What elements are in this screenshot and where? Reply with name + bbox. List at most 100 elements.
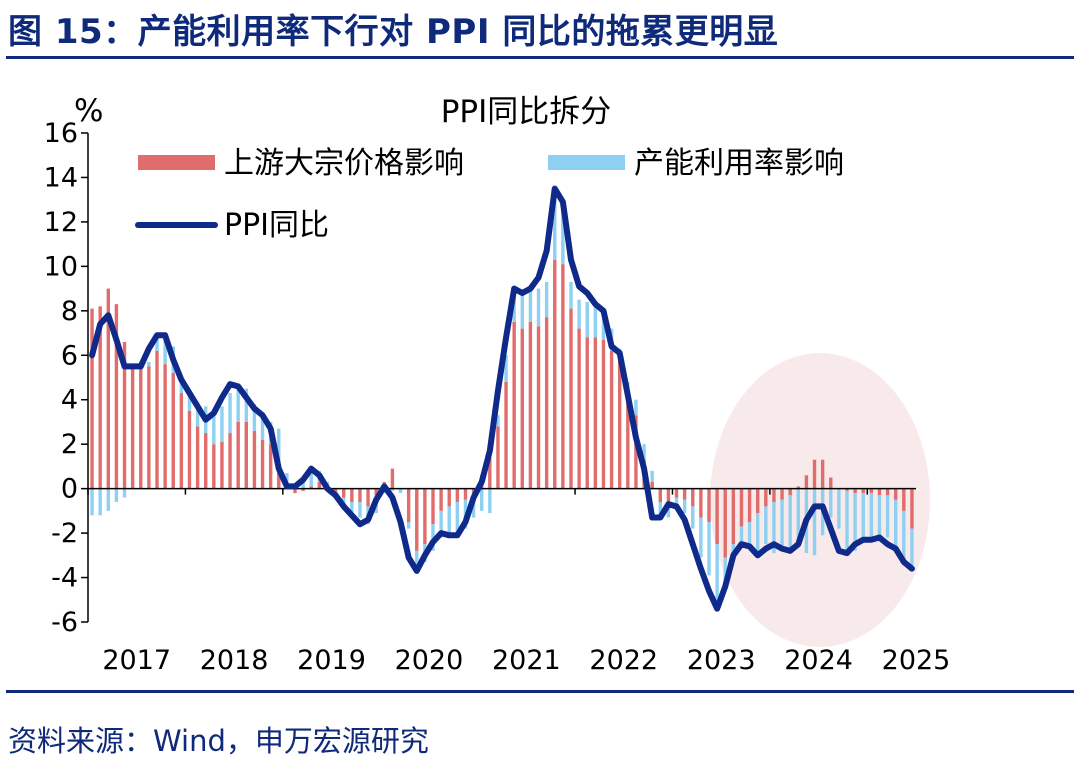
bar-capacity	[707, 521, 711, 576]
bar-upstream	[439, 488, 443, 511]
bar-upstream	[204, 433, 208, 489]
bar-upstream	[626, 395, 630, 489]
bar-capacity	[788, 495, 792, 549]
bar-upstream	[98, 306, 102, 489]
bar-upstream	[666, 488, 671, 507]
bar-upstream	[220, 441, 224, 489]
bar-capacity	[902, 510, 906, 562]
x-tick-label: 2020	[395, 645, 464, 676]
y-tick-label: 4	[61, 385, 78, 416]
legend-label-upstream: 上游大宗价格影响	[224, 146, 464, 181]
bar-upstream	[910, 488, 914, 529]
y-tick-label: 6	[61, 340, 78, 371]
bar-upstream	[317, 481, 322, 489]
x-tick-label: 2018	[200, 645, 269, 676]
bar-capacity	[715, 544, 719, 609]
bar-upstream	[731, 488, 736, 545]
source-note: 资料来源：Wind，申万宏源研究	[8, 724, 429, 758]
bar-upstream	[528, 321, 533, 489]
bar-upstream	[553, 259, 557, 489]
bar-capacity	[520, 293, 524, 329]
bar-capacity	[894, 499, 898, 549]
bar-capacity	[812, 488, 817, 556]
bar-upstream	[764, 488, 768, 507]
bar-upstream	[820, 459, 825, 489]
bar-upstream	[212, 444, 216, 489]
y-tick-label: -2	[51, 518, 78, 549]
bar-upstream	[536, 326, 541, 489]
bar-upstream	[260, 439, 265, 489]
bar-upstream	[139, 368, 143, 489]
bar-upstream	[228, 433, 232, 489]
bar-upstream	[293, 488, 297, 494]
bar-capacity	[772, 501, 776, 554]
bar-capacity	[504, 355, 508, 382]
bar-upstream	[512, 321, 516, 489]
bar-capacity	[163, 333, 167, 365]
bar-upstream	[577, 328, 581, 489]
bar-upstream	[130, 368, 135, 489]
bar-upstream	[431, 488, 435, 525]
y-axis-unit: %	[74, 93, 103, 129]
bar-capacity	[569, 281, 573, 309]
bar-capacity	[796, 488, 800, 547]
bar-upstream	[723, 488, 727, 558]
bar-capacity	[106, 488, 110, 511]
bar-upstream	[601, 339, 606, 489]
bar-capacity	[390, 488, 395, 491]
bar-upstream	[788, 488, 792, 496]
bar-upstream	[520, 328, 524, 489]
bar-capacity	[228, 393, 232, 434]
bar-capacity	[553, 188, 557, 260]
y-tick-label: 8	[61, 296, 78, 327]
bar-upstream	[845, 488, 849, 491]
bar-capacity	[829, 488, 833, 518]
bar-upstream	[244, 421, 248, 489]
bar-upstream	[90, 308, 94, 489]
bar-capacity	[780, 499, 784, 549]
legend-swatch-capacity	[548, 155, 625, 170]
bar-capacity	[398, 488, 403, 494]
bar-capacity	[756, 513, 760, 556]
bar-upstream	[423, 488, 427, 545]
bar-capacity	[212, 415, 216, 445]
bar-capacity	[650, 470, 654, 482]
bar-capacity	[642, 444, 646, 460]
x-tick-label: 2024	[784, 645, 853, 676]
bar-capacity	[861, 493, 865, 540]
y-tick-label: 10	[44, 251, 78, 282]
bar-capacity	[877, 495, 882, 538]
bar-capacity	[155, 333, 159, 351]
bar-upstream	[902, 488, 906, 511]
bar-capacity	[764, 506, 768, 545]
axes-layer: -6 -4 -2 0 2 4 6 8 10 12 14 16% 2017 2018 2019 2020 2021…	[44, 93, 951, 676]
legend-swatch-upstream	[138, 155, 215, 170]
bar-capacity	[114, 488, 119, 502]
legend-label-capacity: 产能利用率影响	[634, 146, 844, 181]
bar-upstream	[544, 317, 549, 489]
bar-upstream	[812, 459, 817, 489]
legend-label-ppi: PPI同比	[224, 208, 329, 243]
bar-upstream	[715, 488, 719, 545]
bar-upstream	[634, 415, 638, 489]
bar-upstream	[455, 488, 460, 502]
bar-capacity	[885, 495, 890, 538]
highlight-layer	[710, 353, 930, 647]
bar-capacity	[179, 379, 184, 394]
bar-upstream	[650, 481, 654, 489]
bar-capacity	[260, 413, 265, 440]
bar-upstream	[569, 308, 573, 489]
bar-capacity	[90, 488, 94, 516]
highlight-ellipse	[710, 353, 930, 647]
figure-title: 图 15：产能利用率下行对 PPI 同比的拖累更明显	[8, 12, 779, 52]
bar-capacity	[747, 521, 752, 547]
bar-upstream	[163, 364, 167, 489]
bar-upstream	[861, 488, 865, 494]
bar-upstream	[155, 350, 159, 489]
bar-upstream	[179, 393, 184, 489]
bar-upstream	[236, 421, 240, 489]
bar-upstream	[804, 475, 809, 489]
bar-upstream	[869, 488, 874, 494]
bar-capacity	[195, 401, 200, 427]
bar-upstream	[593, 337, 598, 489]
